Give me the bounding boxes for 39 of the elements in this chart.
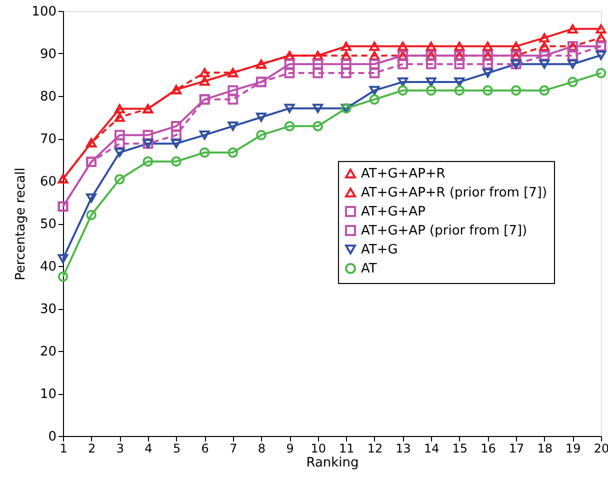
legend-label: AT — [361, 262, 377, 276]
y-tick-label: 50 — [40, 217, 56, 232]
x-tick-label: 14 — [424, 442, 440, 456]
x-axis-title: Ranking — [306, 456, 359, 470]
x-tick-label: 12 — [367, 442, 383, 456]
y-tick-label: 70 — [40, 132, 56, 147]
x-tick-label: 8 — [258, 442, 266, 456]
x-tick-label: 18 — [537, 442, 553, 456]
x-tick-label: 17 — [508, 442, 524, 456]
x-tick-label: 13 — [396, 442, 411, 456]
y-tick-label: 90 — [40, 47, 56, 62]
y-tick-label: 60 — [40, 174, 56, 190]
x-tick-label: 3 — [116, 442, 124, 456]
y-tick-label: 10 — [40, 387, 56, 402]
x-tick-label: 19 — [566, 442, 581, 456]
y-tick-label: 80 — [40, 90, 56, 104]
y-tick-label: 0 — [48, 430, 56, 444]
legend-label: AT+G+AP (prior from [7]) — [361, 224, 528, 238]
legend-label: AT+G+AP — [361, 204, 426, 220]
x-tick-label: 20 — [594, 442, 608, 456]
x-tick-label: 10 — [310, 442, 326, 456]
y-tick-label: 20 — [40, 344, 56, 360]
legend-label: AT+G+AP+R — [361, 166, 446, 182]
x-tick-label: 2 — [88, 442, 96, 456]
x-tick-label: 5 — [172, 442, 181, 456]
x-tick-label: 9 — [286, 442, 294, 456]
legend-label: AT+G — [361, 242, 398, 258]
y-tick-label: 40 — [40, 260, 56, 274]
y-axis-title: Percentage recall — [14, 168, 29, 280]
x-tick-label: 15 — [452, 442, 468, 456]
x-tick-label: 7 — [230, 442, 238, 456]
y-tick-label: 100 — [32, 4, 56, 20]
x-tick-label: 6 — [201, 442, 209, 456]
legend-label: AT+G+AP+R (prior from [7]) — [361, 186, 548, 200]
y-tick-label: 30 — [40, 302, 56, 317]
x-tick-label: 16 — [480, 442, 496, 456]
x-tick-label: 1 — [60, 442, 68, 456]
x-tick-label: 11 — [339, 442, 354, 456]
x-tick-label: 4 — [144, 442, 152, 456]
